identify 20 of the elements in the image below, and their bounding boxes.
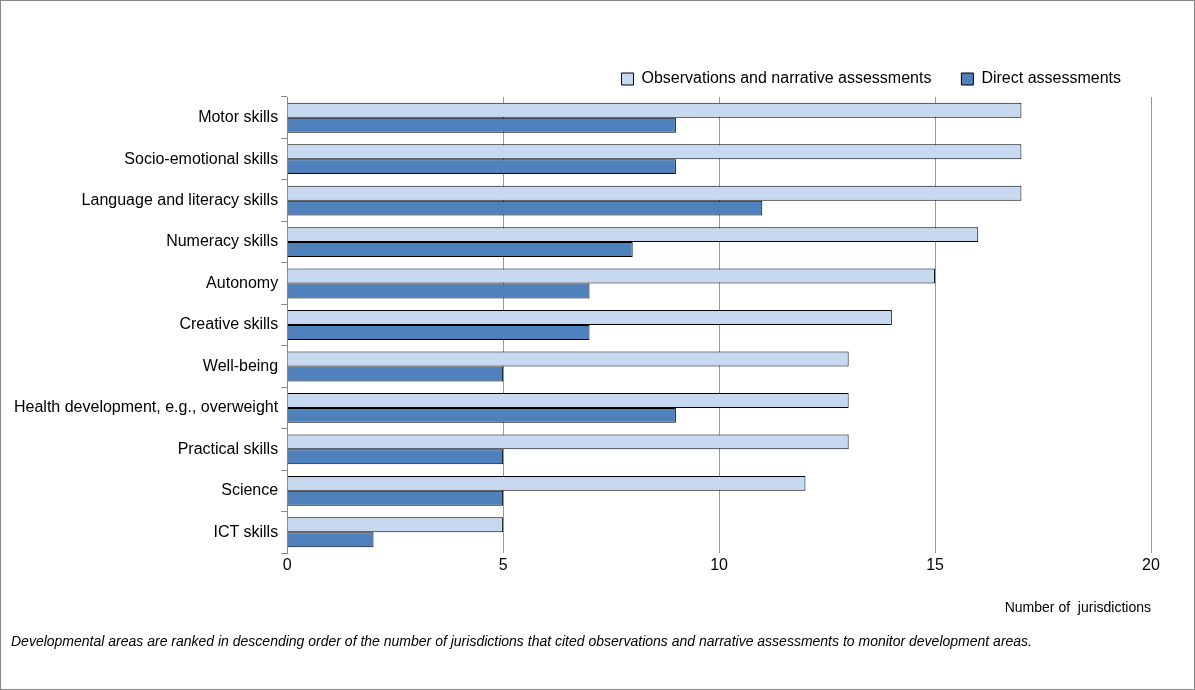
y-tick-label: Health development, e.g., overweight <box>14 398 279 416</box>
y-tick-label: Motor skills <box>198 108 279 126</box>
text: Developmental areas are ranked in descending order of the number of jurisdictions that cited observations and narrative assessments to monitor development areas. <box>11 632 1033 651</box>
y-tick-label: Socio-emotional skills <box>124 149 279 167</box>
x-tick-label: 15 <box>926 556 945 574</box>
legend-label: Observations and narrative assessments <box>641 69 932 87</box>
x-tick-label: 0 <box>282 556 292 574</box>
legend-label: Direct assessments <box>981 69 1121 87</box>
y-tick-label: Well-being <box>202 356 279 374</box>
y-tick-label: Numeracy skills <box>166 232 279 250</box>
y-tick-label: Science <box>221 481 279 499</box>
y-tick-label: Creative skills <box>179 315 279 333</box>
x-tick-label: 5 <box>498 556 508 574</box>
x-tick-label: 20 <box>1142 556 1160 574</box>
y-tick-label: ICT skills <box>213 522 279 540</box>
y-tick-label: Practical skills <box>177 439 279 457</box>
x-tick-label: 10 <box>710 556 729 574</box>
y-tick-label: Language and literacy skills <box>81 191 279 209</box>
x-axis-title: Number of jurisdictions <box>1004 599 1151 616</box>
y-tick-label: Autonomy <box>206 273 279 291</box>
